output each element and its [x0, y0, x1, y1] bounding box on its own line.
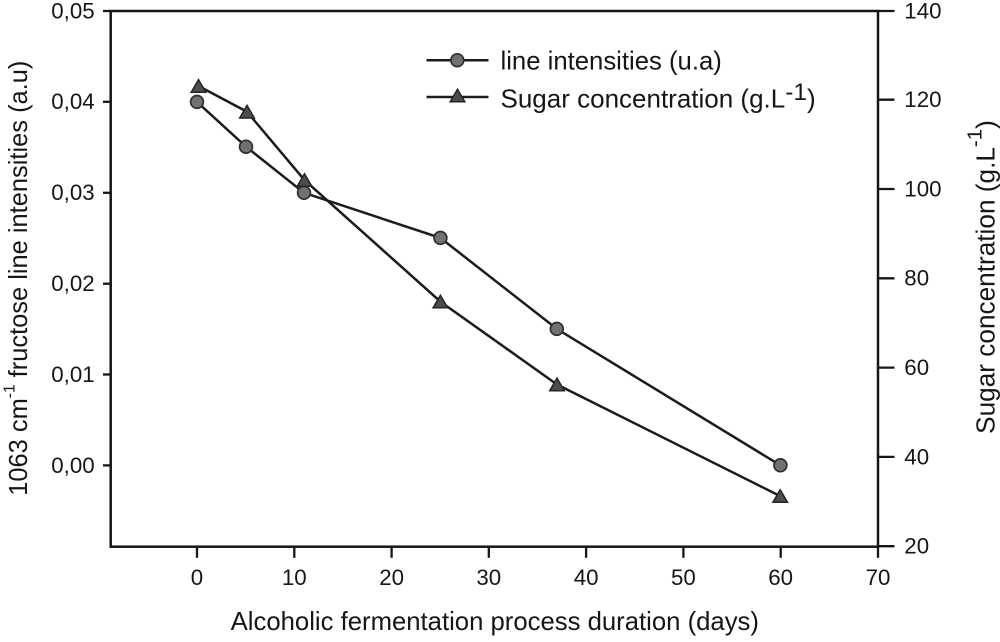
svg-text:40: 40	[904, 444, 929, 469]
svg-text:50: 50	[671, 565, 696, 590]
svg-text:0,02: 0,02	[51, 271, 94, 296]
svg-text:0,00: 0,00	[51, 453, 94, 478]
svg-text:60: 60	[904, 355, 929, 380]
svg-text:Sugar concentration (g.L-1): Sugar concentration (g.L-1)	[501, 79, 816, 113]
svg-text:120: 120	[904, 87, 941, 112]
svg-text:20: 20	[904, 534, 929, 559]
svg-text:140: 140	[904, 0, 941, 23]
svg-text:0,05: 0,05	[51, 0, 94, 23]
svg-text:0,04: 0,04	[51, 89, 94, 114]
svg-text:40: 40	[574, 565, 599, 590]
svg-text:0,01: 0,01	[51, 362, 94, 387]
svg-text:Sugar concentration (g.L-1): Sugar concentration (g.L-1)	[964, 120, 1000, 434]
svg-text:line intensities (u.a): line intensities (u.a)	[501, 48, 722, 76]
svg-text:Alcoholic fermentation process: Alcoholic fermentation process duration …	[231, 608, 759, 636]
svg-text:70: 70	[866, 565, 891, 590]
svg-text:80: 80	[904, 266, 929, 291]
svg-text:10: 10	[282, 565, 307, 590]
svg-text:20: 20	[379, 565, 404, 590]
svg-text:30: 30	[476, 565, 501, 590]
svg-text:1063 cm-1 fructose line intens: 1063 cm-1 fructose line intensities (a.u…	[2, 61, 34, 496]
svg-text:60: 60	[768, 565, 793, 590]
svg-text:0: 0	[191, 565, 203, 590]
svg-text:0,03: 0,03	[51, 180, 94, 205]
svg-text:100: 100	[904, 176, 941, 201]
